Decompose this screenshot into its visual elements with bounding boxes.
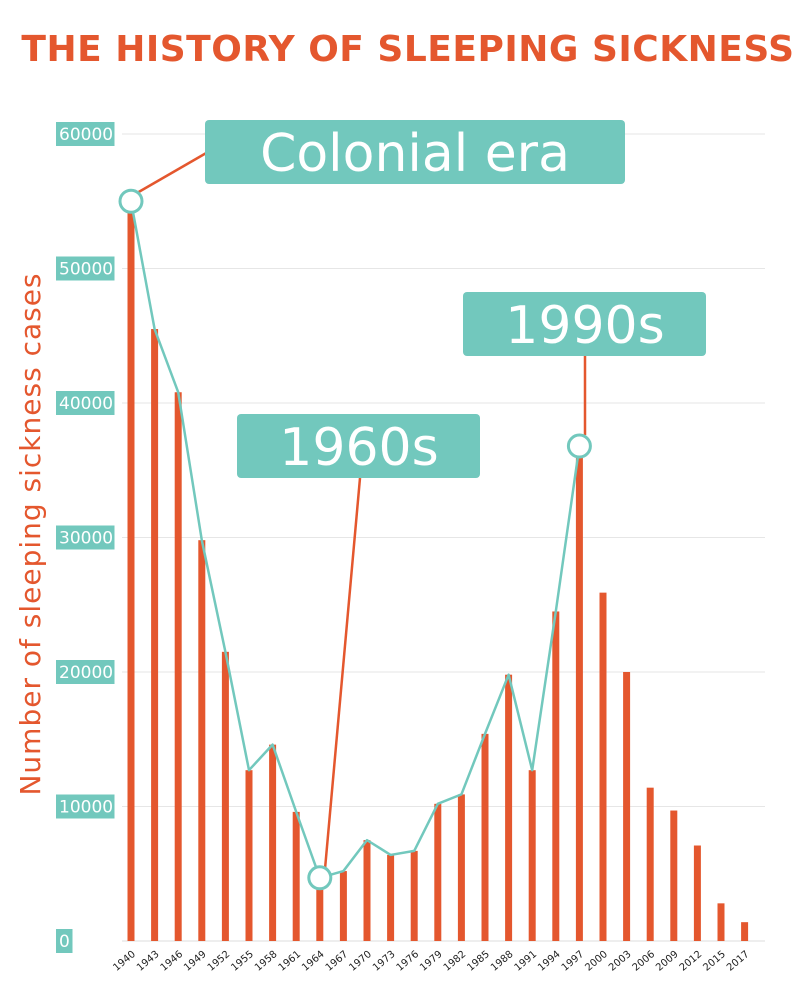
x-tick-label: 1988 <box>489 949 516 974</box>
x-tick-label: 1955 <box>229 949 256 974</box>
bar-1967 <box>339 871 347 941</box>
x-tick-label: 2000 <box>583 949 610 974</box>
bar-1991 <box>528 770 536 941</box>
y-tick-label: 30000 <box>59 529 113 549</box>
x-tick-label: 1946 <box>159 949 186 974</box>
x-tick-label: 1973 <box>371 949 398 974</box>
y-tick-badge <box>56 525 115 550</box>
x-tick-label: 2009 <box>654 949 681 974</box>
y-tick-label: 10000 <box>59 798 113 818</box>
y-tick-badge <box>56 794 115 819</box>
annotation-marker <box>566 433 592 459</box>
y-tick-badge <box>56 122 115 146</box>
x-tick-label: 2015 <box>701 949 728 974</box>
x-tick-label: 2012 <box>678 949 705 974</box>
x-tick-label: 1976 <box>395 949 422 974</box>
x-tick-label: 1970 <box>347 949 374 974</box>
y-tick-label: 50000 <box>59 260 113 280</box>
bar-2015 <box>717 903 725 941</box>
y-tick-badge <box>56 391 115 415</box>
bar-1970 <box>363 840 371 941</box>
annotation-box <box>205 120 625 184</box>
y-tick-label: 0 <box>59 932 70 952</box>
bar-2017 <box>741 922 749 941</box>
bar-1988 <box>505 674 513 941</box>
y-tick-label: 40000 <box>59 394 113 414</box>
annotation-connector <box>323 477 362 870</box>
bar-1955 <box>245 770 253 941</box>
x-tick-label: 1943 <box>135 949 162 974</box>
bar-1958 <box>269 744 277 941</box>
x-tick-label: 1949 <box>182 949 209 974</box>
annotation-connector <box>129 150 209 199</box>
x-tick-label: 1952 <box>206 949 233 974</box>
bar-1964 <box>316 877 324 941</box>
annotation-2: 1990s <box>463 292 706 459</box>
bar-1949 <box>198 540 206 941</box>
x-tick-label: 1982 <box>442 949 469 974</box>
annotation-marker <box>307 865 333 891</box>
annotation-label: 1960s <box>279 418 438 478</box>
chart-title: THE HISTORY OF SLEEPING SICKNESS <box>21 29 792 70</box>
x-tick-label: 1979 <box>418 949 445 974</box>
bar-1985 <box>481 733 489 941</box>
x-tick-label: 1964 <box>300 949 327 974</box>
annotation-box <box>463 292 706 356</box>
bar-1952 <box>221 651 229 941</box>
bar-1946 <box>174 392 182 941</box>
bar-2000 <box>599 592 607 941</box>
bar-2012 <box>693 845 701 941</box>
bar-1994 <box>552 611 560 941</box>
x-tick-label: 1958 <box>253 949 280 974</box>
x-tick-label: 1967 <box>324 949 351 974</box>
y-tick-badge <box>56 929 73 953</box>
annotation-marker <box>118 188 144 214</box>
bar-1979 <box>434 803 442 941</box>
bar-1943 <box>151 329 159 941</box>
x-tick-label: 1994 <box>536 949 563 974</box>
x-tick-label: 1940 <box>111 949 138 974</box>
bar-1976 <box>410 850 418 941</box>
bar-1997 <box>575 446 583 941</box>
annotation-box <box>237 414 480 478</box>
x-tick-label: 2003 <box>607 949 634 974</box>
bar-1961 <box>292 811 300 941</box>
bar-1973 <box>387 854 395 941</box>
bar-2006 <box>646 787 654 941</box>
bar-1940 <box>127 201 135 941</box>
annotation-0: Colonial era <box>118 120 625 214</box>
y-tick-label: 20000 <box>59 663 113 683</box>
bar-2003 <box>623 672 631 941</box>
x-tick-label: 1985 <box>465 949 492 974</box>
x-tick-label: 1997 <box>560 949 587 974</box>
annotation-label: 1990s <box>505 296 664 356</box>
y-tick-badge <box>56 256 115 281</box>
y-axis-label: Number of sleeping sickness cases <box>14 272 47 795</box>
bar-2009 <box>670 810 678 941</box>
x-tick-label: 2006 <box>631 949 658 974</box>
x-tick-label: 2017 <box>725 949 752 974</box>
x-tick-label: 1991 <box>513 949 540 974</box>
trend-line <box>129 201 581 880</box>
annotation-label: Colonial era <box>260 124 570 184</box>
y-tick-badge <box>56 660 115 684</box>
bar-1982 <box>457 794 465 941</box>
x-tick-label: 1961 <box>277 949 304 974</box>
annotation-1: 1960s <box>237 414 480 891</box>
y-tick-label: 60000 <box>59 125 113 145</box>
